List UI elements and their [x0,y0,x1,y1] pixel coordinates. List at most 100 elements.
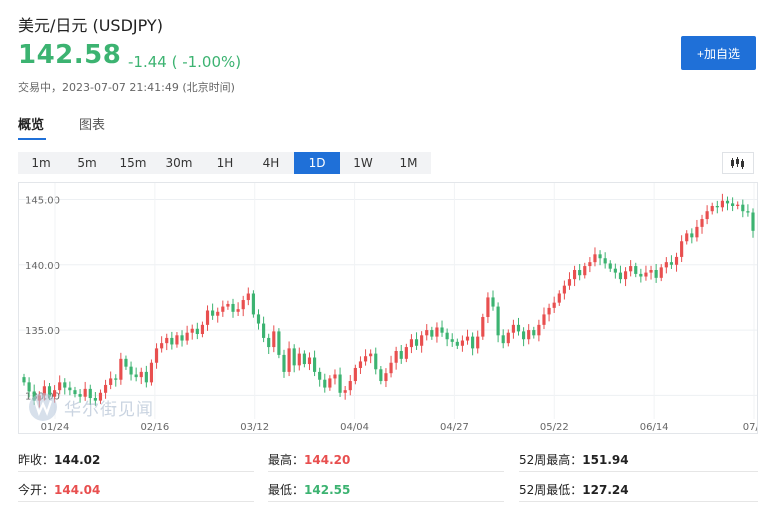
candle-body [654,269,658,278]
candle-body [741,204,745,212]
candle-body [27,382,31,392]
candle-body [623,271,628,280]
stat-value: 142.55 [304,483,351,497]
candle-body [109,378,113,385]
candle-body [527,330,531,340]
candle-body [629,266,633,272]
candle-body [751,212,755,231]
candle-body [649,269,653,273]
period-15m[interactable]: 15m [119,156,147,170]
candle-body [333,374,337,379]
candle-body [486,297,490,318]
candle-body [267,337,271,348]
stat-label: 最低： [268,483,305,497]
candle-body [435,327,439,337]
candle-body [226,303,230,307]
candle-body [42,386,46,396]
candlestick-chart: 145.00140.00135.00130.0001/2402/1603/120… [19,183,757,433]
candle-body [313,357,317,372]
candle-body [175,335,179,345]
candle-body [690,233,694,238]
period-5m[interactable]: 5m [77,156,97,170]
candle-body [318,371,322,380]
candle-body [664,262,668,268]
current-price: 142.58 [18,40,122,70]
y-tick-label: 140.00 [25,261,60,272]
trading-status: 交易中，2023-07-07 21:41:49 (北京时间) [18,81,235,94]
candle-body [496,306,500,336]
candle-body [450,339,454,342]
period-1mo[interactable]: 1M [399,156,418,170]
candle-body [292,348,296,366]
divider [18,501,254,502]
divider [18,471,254,472]
candle-body [659,267,663,278]
candle-body [241,300,245,310]
candle-body [389,362,393,374]
candle-body [200,324,205,335]
candle-body [149,362,154,383]
stat-value: 144.02 [54,453,101,467]
stat-label: 最高： [268,453,305,467]
candle-body [221,306,225,312]
price-chart[interactable]: 145.00140.00135.00130.0001/2402/1603/120… [18,182,758,434]
candle-body [32,391,36,401]
x-tick-label: 05/22 [540,422,569,433]
candle-body [425,330,429,336]
candle-body [363,356,368,362]
tab-overview[interactable]: 概览 [18,114,46,140]
stat-label: 今开： [18,483,55,497]
stat-low: 最低：142.55 [268,481,350,498]
candle-body [394,350,398,363]
candle-body [277,331,281,355]
x-tick-label: 04/27 [440,422,469,433]
candle-body [53,390,57,397]
tab-chart[interactable]: 图表 [79,114,105,133]
period-4h[interactable]: 4H [262,156,280,170]
candle-body [644,272,648,277]
y-tick-label: 135.00 [25,326,60,337]
candle-body [205,310,210,325]
candle-body [537,324,541,336]
candle-body [68,387,72,391]
candle-body [246,293,250,301]
candle-body [399,350,403,359]
candle-body [282,354,286,372]
candle-body [440,327,444,333]
period-1m[interactable]: 1m [31,156,51,170]
period-1d[interactable]: 1D [294,152,340,174]
candle-body [272,331,276,348]
period-30m[interactable]: 30m [165,156,193,170]
candle-body [618,272,623,280]
candle-body [695,226,699,238]
wallstreetcn-logo-icon [29,393,57,421]
candlestick-icon [731,157,744,169]
candle-body [98,392,103,401]
price-change: -1.44 ( -1.00%) [128,53,242,71]
candle-body [190,328,194,333]
candle-body [134,374,138,378]
stat-prev-close: 昨收：144.02 [18,451,100,468]
period-1w[interactable]: 1W [353,156,373,170]
candle-body [567,279,572,286]
candle-body [552,302,556,308]
x-tick-label: 02/16 [140,422,169,433]
stat-label: 昨收： [18,453,55,467]
add-to-watchlist-button[interactable]: +加自选 [681,36,756,70]
chart-type-button[interactable] [722,152,754,174]
candle-body [481,317,485,337]
candle-body [603,258,607,264]
x-tick-label: 01/24 [41,422,70,433]
candle-body [139,371,143,378]
candle-body [47,386,52,397]
period-1h[interactable]: 1H [216,156,234,170]
stat-label: 52周最高： [519,453,583,467]
candle-body [409,339,414,348]
divider [519,471,758,472]
candle-body [700,219,704,227]
candle-body [516,324,521,332]
active-tab-indicator [18,138,46,140]
stat-value: 151.94 [582,453,629,467]
tab-overview-label: 概览 [18,118,45,133]
candle-body [251,293,255,315]
